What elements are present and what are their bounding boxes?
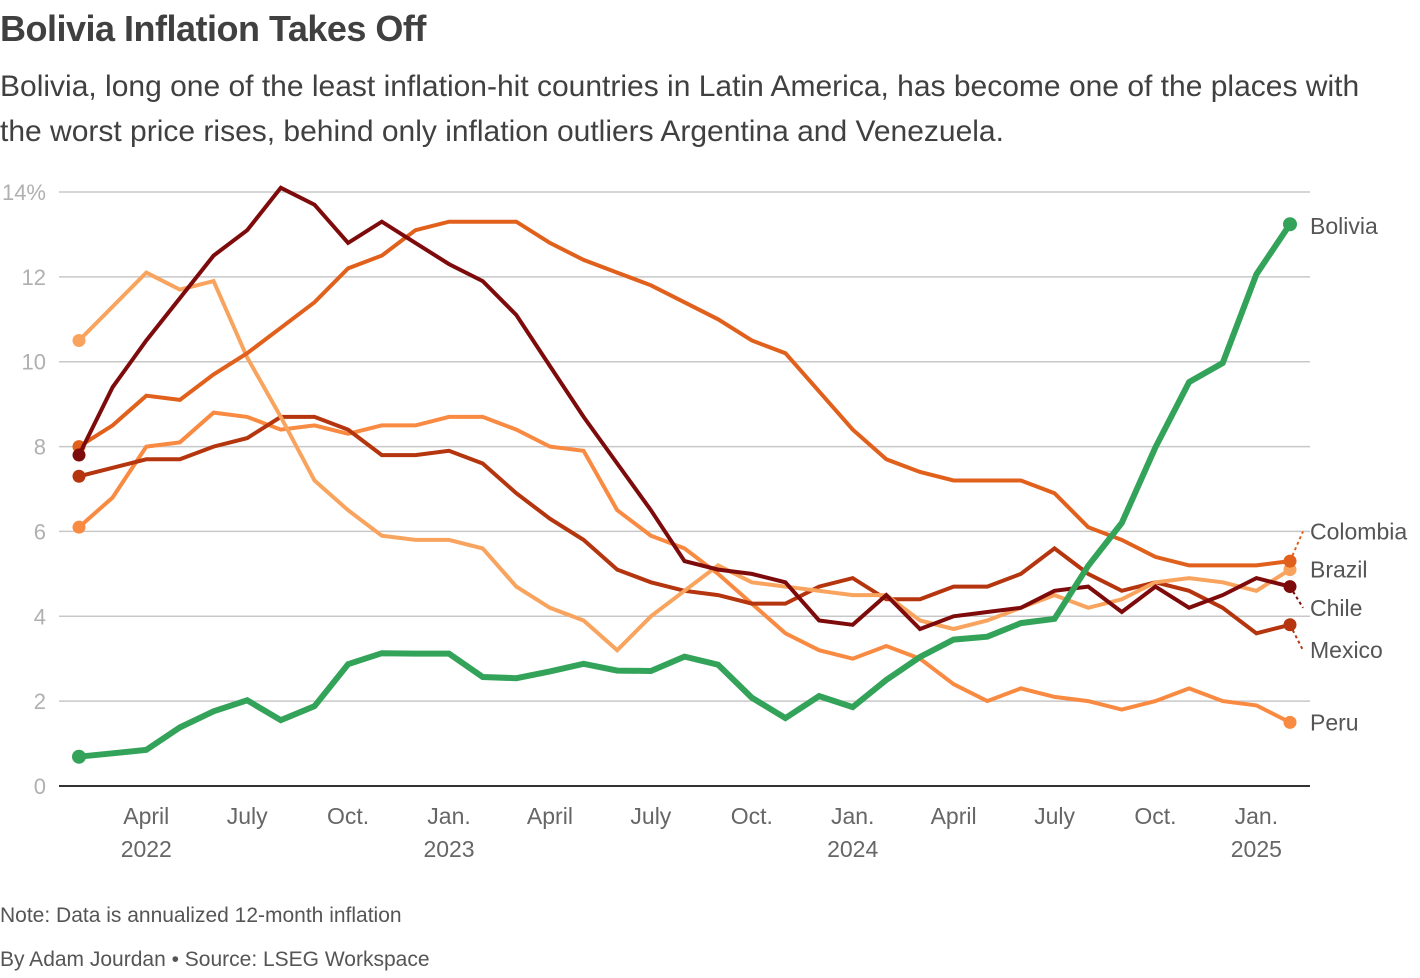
start-point-brazil xyxy=(72,334,86,347)
chart-title: Bolivia Inflation Takes Off xyxy=(0,8,426,49)
x-tick-label: July xyxy=(630,803,671,829)
series-label-mexico: Mexico xyxy=(1310,637,1383,663)
start-point-bolivia xyxy=(72,749,86,764)
x-tick-year-label: 2025 xyxy=(1231,836,1282,862)
y-tick-label: 8 xyxy=(34,435,46,460)
y-tick-label: 2 xyxy=(34,689,46,714)
series-line-chile xyxy=(77,185,1292,632)
y-tick-label: 6 xyxy=(34,519,46,544)
x-tick-label: April xyxy=(123,803,169,829)
chart-subtitle: Bolivia, long one of the least inflation… xyxy=(0,70,1360,148)
y-tick-label: 14% xyxy=(2,180,46,205)
gridlines xyxy=(59,191,1310,787)
series-labels: Peru Mexico Brazil Colombia Chile Bolivia xyxy=(1289,213,1407,735)
leader-line-chile xyxy=(1289,586,1304,609)
series-line-peru xyxy=(77,410,1292,725)
series-line-bolivia xyxy=(76,221,1293,760)
x-tick-label: April xyxy=(527,803,573,829)
start-point-peru xyxy=(72,520,86,534)
series-label-peru: Peru xyxy=(1310,709,1359,735)
series-lines xyxy=(72,185,1297,764)
y-tick-label: 0 xyxy=(34,774,46,799)
series-label-bolivia: Bolivia xyxy=(1310,213,1378,239)
x-tick-label: July xyxy=(1034,803,1075,829)
x-tick-label: Jan. xyxy=(427,803,470,829)
x-tick-label: April xyxy=(931,803,977,829)
x-tick-label: Oct. xyxy=(327,803,369,829)
x-tick-label: Oct. xyxy=(1134,803,1176,829)
y-tick-label: 10 xyxy=(22,350,46,375)
x-tick-label: July xyxy=(227,803,268,829)
start-point-chile xyxy=(72,448,86,462)
x-axis-ticks: April 2022 July Oct. Jan. 2023 April July Oct. Ja… xyxy=(121,803,1282,862)
x-tick-label: Oct. xyxy=(731,803,773,829)
series-line-colombia xyxy=(77,219,1292,568)
y-axis-ticks: 0 2 4 6 8 10 12 14% xyxy=(2,180,46,799)
series-label-chile: Chile xyxy=(1310,595,1362,621)
leader-line-mexico xyxy=(1289,624,1304,651)
x-tick-label: Jan. xyxy=(1235,803,1278,829)
end-point-bolivia xyxy=(1283,217,1297,232)
series-line-brazil xyxy=(77,270,1292,653)
series-label-colombia: Colombia xyxy=(1310,518,1407,544)
x-tick-year-label: 2023 xyxy=(423,836,474,862)
y-tick-label: 4 xyxy=(34,604,46,629)
x-tick-year-label: 2024 xyxy=(827,836,878,862)
x-tick-year-label: 2022 xyxy=(121,836,172,862)
start-point-mexico xyxy=(72,469,86,483)
y-tick-label: 12 xyxy=(22,265,46,290)
chart-byline: By Adam Jourdan • Source: LSEG Workspace xyxy=(0,948,430,971)
x-tick-label: Jan. xyxy=(831,803,874,829)
series-label-brazil: Brazil xyxy=(1310,557,1368,583)
chart-note: Note: Data is annualized 12-month inflat… xyxy=(0,904,402,927)
end-point-peru xyxy=(1283,715,1297,729)
